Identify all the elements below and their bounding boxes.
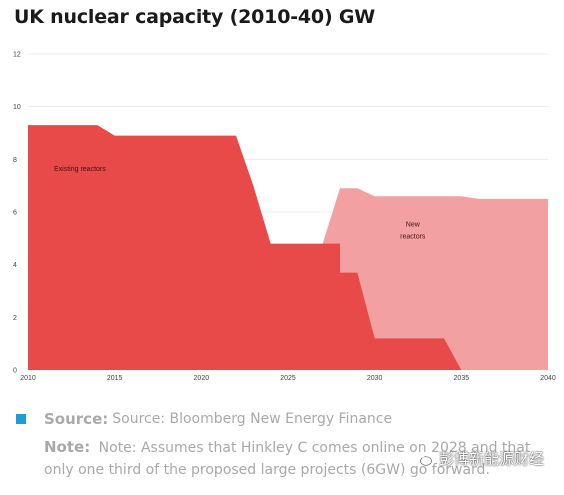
y-tick-label: 6	[13, 210, 17, 217]
nuclear-capacity-chart: 0 2 4 6 8 10 12 2010 2015 2020 2025 2030 2035 2040 E…	[13, 52, 556, 383]
x-tick-label: 2020	[194, 375, 210, 382]
y-tick-label: 2	[13, 315, 17, 322]
watermark-text: 彭博新能源财经	[438, 450, 544, 468]
note-label: Note:	[44, 438, 91, 456]
y-tick-label: 12	[13, 52, 21, 59]
new-reactors-label-line2: reactors	[400, 233, 426, 240]
source-text: Source: Bloomberg New Energy Finance	[112, 411, 393, 427]
source-row: Source: Source: Bloomberg New Energy Fin…	[16, 408, 556, 430]
existing-reactors-area	[28, 125, 462, 370]
y-tick-label: 10	[13, 104, 21, 111]
x-tick-label: 2010	[20, 375, 36, 382]
y-tick-label: 8	[13, 157, 17, 164]
y-axis-ticks: 0 2 4 6 8 10 12	[13, 52, 21, 375]
wechat-icon	[413, 451, 432, 466]
x-axis-ticks: 2010 2015 2020 2025 2030 2035 2040	[20, 375, 556, 382]
source-accent-square	[16, 414, 26, 424]
x-tick-label: 2035	[454, 375, 470, 382]
chart-title: UK nuclear capacity (2010-40) GW	[14, 6, 375, 28]
x-tick-label: 2040	[540, 375, 556, 382]
x-tick-label: 2025	[280, 375, 296, 382]
x-tick-label: 2015	[107, 375, 123, 382]
watermark: 彭博新能源财经	[413, 448, 544, 469]
x-tick-label: 2030	[367, 375, 383, 382]
new-reactors-label-line1: New	[406, 221, 421, 228]
y-tick-label: 0	[13, 368, 17, 375]
chart-footer: Source: Source: Bloomberg New Energy Fin…	[16, 408, 556, 481]
y-tick-label: 4	[13, 262, 17, 269]
source-label: Source:	[44, 410, 109, 428]
existing-reactors-label: Existing reactors	[54, 166, 106, 173]
new-reactors-area	[322, 188, 548, 370]
